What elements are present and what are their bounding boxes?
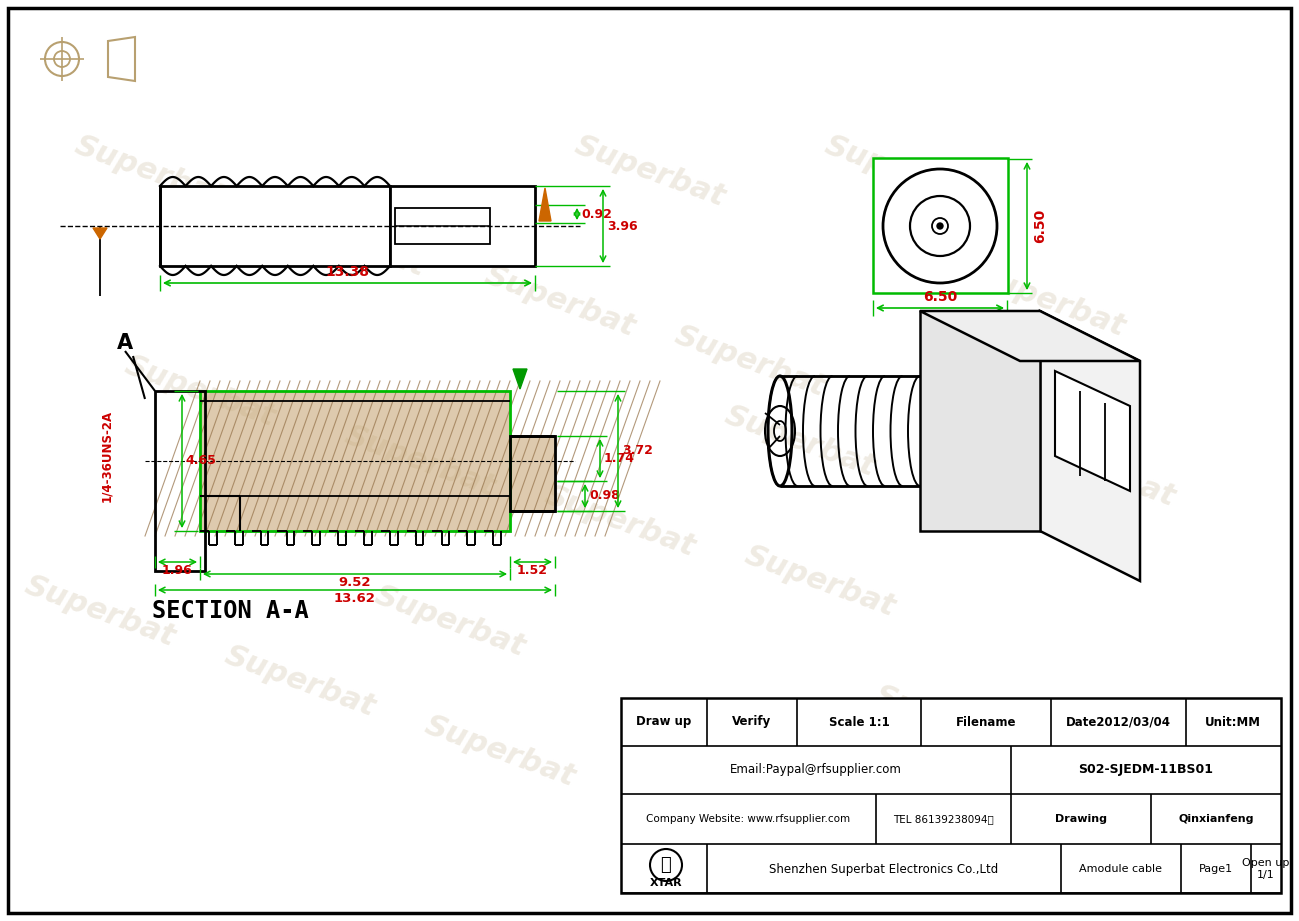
Text: Qinxianfeng: Qinxianfeng [1178, 814, 1254, 824]
Text: Superbat: Superbat [70, 130, 230, 212]
Text: Superbat: Superbat [370, 580, 530, 661]
Text: Superbat: Superbat [970, 261, 1129, 342]
Text: Open up
1/1: Open up 1/1 [1242, 858, 1290, 880]
Text: Scale 1:1: Scale 1:1 [829, 716, 890, 729]
Text: Filename: Filename [956, 716, 1016, 729]
Text: Superbat: Superbat [1021, 430, 1179, 512]
Text: Superbat: Superbat [870, 681, 1029, 762]
Text: Page1: Page1 [1199, 864, 1233, 874]
Text: Superbat: Superbat [621, 780, 779, 862]
Text: Superbat: Superbat [270, 200, 430, 282]
Text: Superbat: Superbat [21, 570, 179, 652]
Polygon shape [539, 188, 551, 221]
Text: Superbat: Superbat [481, 261, 639, 342]
Bar [200, 391, 511, 531]
Bar [390, 186, 535, 266]
Text: Superbat: Superbat [221, 640, 379, 722]
Text: Drawing: Drawing [1055, 814, 1107, 824]
Text: Company Website: www.rfsupplier.com: Company Website: www.rfsupplier.com [646, 814, 850, 824]
Text: Date2012/03/04: Date2012/03/04 [1065, 716, 1170, 729]
Text: S02-SJEDM-11BS01: S02-SJEDM-11BS01 [1078, 764, 1213, 776]
Text: 9.52: 9.52 [339, 576, 372, 589]
Polygon shape [1055, 371, 1130, 491]
Polygon shape [200, 391, 555, 531]
Text: 1/4-36UNS-2A: 1/4-36UNS-2A [100, 410, 113, 502]
Bar [873, 158, 1008, 293]
Polygon shape [513, 369, 527, 389]
Text: Shenzhen Superbat Electronics Co.,Ltd: Shenzhen Superbat Electronics Co.,Ltd [769, 862, 999, 876]
Text: Amodule cable: Amodule cable [1079, 864, 1163, 874]
Text: 6.50: 6.50 [922, 290, 957, 304]
Text: Superbat: Superbat [721, 401, 879, 482]
Text: Superbat: Superbat [121, 350, 279, 432]
Text: Superbat: Superbat [670, 321, 829, 402]
Text: Superbat: Superbat [821, 130, 979, 212]
Polygon shape [1040, 311, 1141, 581]
Text: Ⓧ: Ⓧ [661, 856, 672, 874]
Text: 3.72: 3.72 [622, 445, 653, 458]
Polygon shape [920, 311, 1141, 361]
Text: 1.96: 1.96 [161, 564, 192, 577]
Polygon shape [920, 311, 1040, 531]
Text: Verify: Verify [733, 716, 772, 729]
Circle shape [931, 218, 948, 234]
Circle shape [883, 169, 998, 283]
Bar [160, 186, 390, 266]
Text: Superbat: Superbat [340, 420, 499, 502]
Polygon shape [94, 228, 107, 239]
Text: Superbat: Superbat [540, 480, 699, 562]
Text: Superbat: Superbat [421, 710, 579, 792]
Text: Superbat: Superbat [740, 541, 899, 622]
Bar [511, 436, 555, 511]
Circle shape [911, 196, 970, 256]
Text: 1.74: 1.74 [604, 452, 635, 465]
Text: 1.52: 1.52 [517, 564, 547, 577]
Text: SECTION A-A: SECTION A-A [152, 599, 308, 623]
Text: Email:Paypal@rfsupplier.com: Email:Paypal@rfsupplier.com [730, 764, 902, 776]
Text: Draw up: Draw up [637, 716, 691, 729]
Bar [155, 391, 205, 571]
Text: A: A [117, 333, 132, 353]
Text: TEL 86139238094乱: TEL 86139238094乱 [892, 814, 994, 824]
Text: XTAR: XTAR [650, 878, 682, 888]
Text: Superbat: Superbat [570, 130, 729, 212]
Text: 3.96: 3.96 [607, 219, 638, 232]
Text: 13.62: 13.62 [334, 592, 375, 605]
Text: 0.98: 0.98 [588, 489, 620, 503]
Text: 6.50: 6.50 [1033, 209, 1047, 243]
Circle shape [937, 223, 943, 229]
Bar [395, 208, 490, 244]
Bar [621, 698, 1281, 893]
Text: 13.38: 13.38 [326, 265, 369, 279]
Text: 4.65: 4.65 [184, 454, 216, 468]
Text: Unit:MM: Unit:MM [1205, 716, 1261, 729]
Text: 0.92: 0.92 [581, 207, 612, 220]
